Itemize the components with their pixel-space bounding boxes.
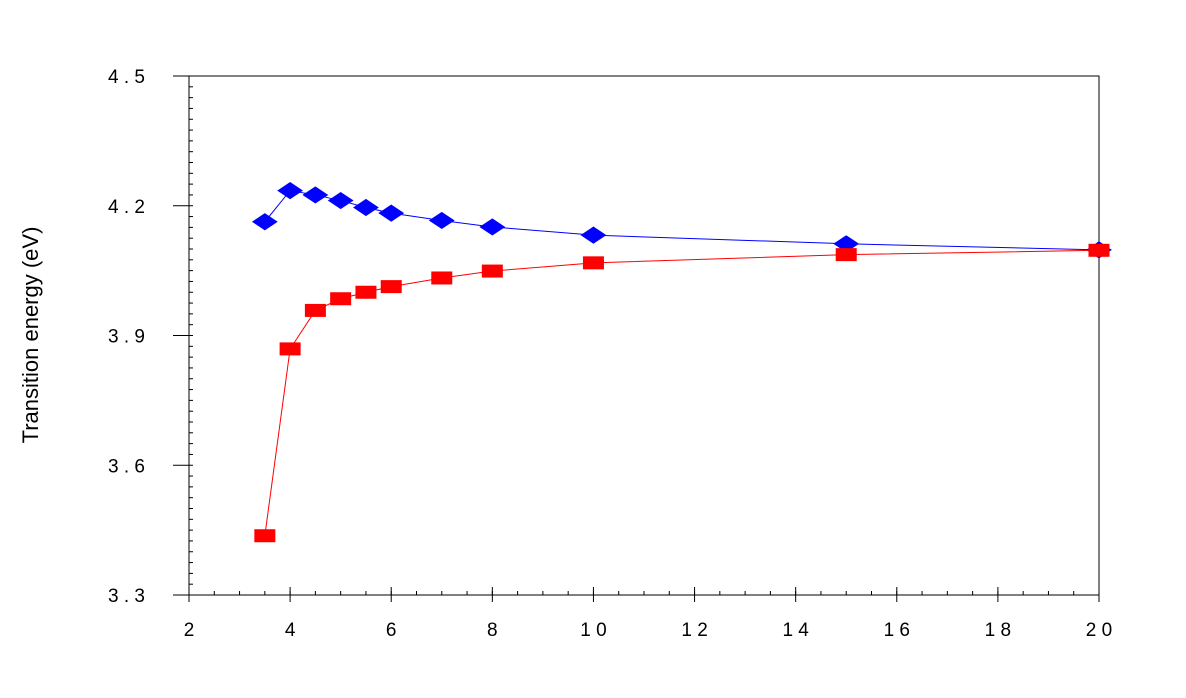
diamond-point [277,182,304,200]
plot-frame [188,75,1100,596]
square-point [254,529,276,543]
diamond-point [580,226,607,244]
square-point [380,280,402,294]
diamond-point [479,218,506,236]
square-point [279,342,301,356]
x-tick-label: 1 4 [782,620,809,641]
diamond-point [302,186,329,204]
x-tick-label: 1 6 [884,620,910,641]
square-point [582,256,604,270]
y-tick-label: 3 . 3 [108,586,145,607]
square-point [835,248,857,262]
x-tick-label: 1 8 [985,620,1011,641]
diamond-point [251,213,278,231]
x-tick-label: 6 [386,620,397,641]
series-layer [251,182,1112,543]
y-tick-labels: 3 . 3 3 . 6 3 . 9 4 . 2 4 . 5 [108,67,145,607]
square-point [355,285,377,299]
x-tick-label: 1 0 [580,620,606,641]
diamond-point [327,191,354,210]
y-tick-label: 3 . 9 [108,327,145,348]
square-point [431,271,453,285]
x-tick-label: 8 [487,620,498,641]
diamond-point [428,211,455,230]
x-tick-label: 1 2 [681,620,707,641]
square-point [304,303,326,317]
x-tick-label: 2 [184,620,195,641]
diamond-point [378,204,405,222]
x-tick-label: 2 0 [1086,620,1112,641]
y-tick-label: 4 . 5 [108,67,145,88]
diamond-point [353,198,379,217]
y-tick-label: 4 . 2 [108,197,145,218]
x-tick-labels: 2 4 6 8 1 0 1 2 1 4 1 6 1 8 2 0 [184,620,1113,641]
square-point [481,264,503,278]
y-tick-label: 3 . 6 [108,456,145,477]
x-tick-label: 4 [285,620,296,641]
minor-ticks [188,75,1100,596]
square-point [330,292,352,306]
y-axis-title: Transition energy (eV) [18,227,43,444]
square-point [1088,243,1110,257]
major-ticks [173,75,1100,602]
